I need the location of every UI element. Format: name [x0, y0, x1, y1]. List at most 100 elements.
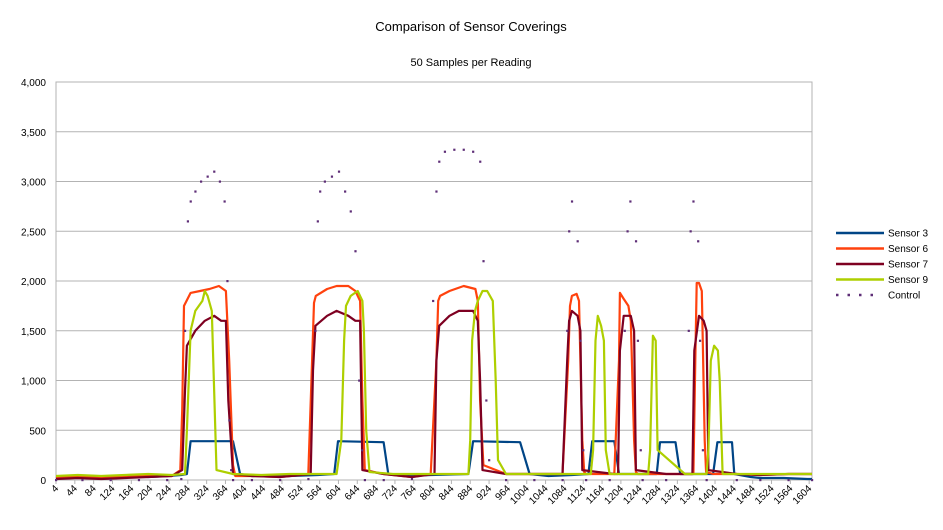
data-point: [279, 479, 282, 482]
data-point: [109, 479, 112, 482]
data-point: [735, 479, 738, 482]
data-point: [319, 190, 322, 193]
data-point: [639, 449, 642, 452]
x-tick-label: 924: [475, 483, 495, 503]
data-point: [561, 479, 564, 482]
data-point: [410, 478, 414, 481]
data-point: [382, 479, 385, 482]
series-sensor-6: [55, 281, 812, 480]
x-tick-label: 804: [418, 483, 438, 503]
data-point: [180, 478, 183, 481]
x-tick-label: 1444: [715, 483, 739, 507]
data-point: [485, 399, 488, 402]
data-point: [199, 180, 203, 183]
data-point: [314, 329, 317, 332]
data-point: [344, 190, 347, 193]
x-tick-label: 1084: [546, 483, 570, 507]
data-point: [787, 479, 790, 482]
legend-label-sensor-6: Sensor 6: [888, 244, 928, 255]
y-tick-label: 2,000: [21, 277, 46, 288]
x-tick-label: 164: [117, 483, 137, 503]
data-point: [316, 220, 319, 223]
x-tick-label: 884: [456, 483, 476, 503]
x-tick-label: 284: [173, 483, 193, 503]
data-point: [206, 175, 209, 178]
x-tick-label: 404: [230, 483, 250, 503]
data-point: [223, 200, 226, 203]
legend: Sensor 3 Sensor 6 Sensor 7 Sensor 9 Control: [836, 229, 928, 302]
data-point: [213, 170, 216, 173]
legend-label-sensor-7: Sensor 7: [888, 260, 928, 271]
x-tick-label: 1404: [697, 483, 721, 507]
data-point: [568, 230, 571, 233]
data-point: [186, 220, 190, 223]
legend-label-sensor-3: Sensor 3: [888, 229, 928, 240]
y-tick-label: 2,500: [21, 227, 46, 238]
plot-area-border: [55, 81, 813, 481]
data-point: [81, 479, 84, 482]
x-tick-label: 1124: [565, 483, 588, 506]
x-tick-label: 1484: [734, 483, 758, 507]
y-axis: 0 500 1,000 1,500 2,000 2,500 3,000 3,500 4,000: [21, 78, 46, 487]
data-point: [230, 469, 233, 472]
legend-label-sensor-9: Sensor 9: [888, 275, 928, 286]
data-point: [358, 379, 361, 382]
x-tick-label: 1564: [772, 483, 796, 507]
y-tick-label: 1,500: [21, 327, 46, 338]
x-tick-label: 1324: [659, 483, 683, 507]
data-point: [488, 459, 491, 462]
data-point: [533, 479, 536, 482]
x-tick-label: 1364: [678, 483, 702, 507]
data-point: [438, 160, 441, 163]
x-tick-label: 684: [362, 483, 382, 503]
data-point: [692, 200, 695, 203]
x-tick-label: 724: [380, 483, 400, 503]
x-tick-label: 364: [211, 483, 231, 503]
x-tick-label: 1004: [508, 483, 532, 507]
x-axis: 4 44 84 124 164 204 244 284 324 364 404 444 484 524 56…: [49, 480, 815, 507]
x-tick-label: 4: [49, 483, 61, 495]
data-point: [432, 299, 435, 303]
data-point: [698, 339, 702, 342]
data-point: [626, 230, 629, 233]
x-tick-label: 644: [343, 483, 363, 503]
data-point: [634, 240, 638, 243]
series-lines: [55, 148, 814, 482]
data-point: [228, 419, 231, 422]
data-point: [183, 329, 187, 332]
y-tick-label: 4,000: [21, 78, 46, 89]
x-tick-label: 1604: [791, 483, 815, 507]
data-point: [641, 479, 644, 482]
data-point: [576, 240, 579, 243]
data-point: [137, 479, 141, 482]
x-tick-label: 1524: [753, 483, 777, 507]
data-point: [55, 479, 58, 482]
data-point: [462, 148, 465, 151]
data-point: [811, 479, 814, 482]
data-point: [166, 479, 169, 482]
x-tick-label: 1244: [621, 483, 645, 507]
data-point: [479, 160, 482, 163]
data-point: [585, 479, 588, 482]
data-point: [226, 280, 229, 283]
data-point: [636, 339, 640, 342]
data-point: [705, 479, 708, 482]
x-tick-label: 484: [267, 483, 287, 503]
data-point: [360, 449, 364, 452]
x-tick-label: 764: [399, 483, 419, 503]
x-tick-label: 444: [249, 483, 269, 503]
x-tick-label: 564: [305, 483, 325, 503]
data-point: [330, 175, 334, 178]
x-tick-label: 524: [286, 483, 306, 503]
data-point: [443, 150, 447, 153]
series-control: [55, 148, 814, 482]
x-tick-label: 84: [83, 483, 99, 499]
data-point: [323, 180, 326, 183]
data-point: [231, 479, 235, 482]
x-tick-label: 244: [155, 483, 175, 503]
data-point: [570, 200, 574, 203]
data-point: [349, 210, 352, 213]
x-tick-label: 604: [324, 483, 344, 503]
data-point: [307, 478, 310, 481]
data-point: [629, 200, 632, 203]
